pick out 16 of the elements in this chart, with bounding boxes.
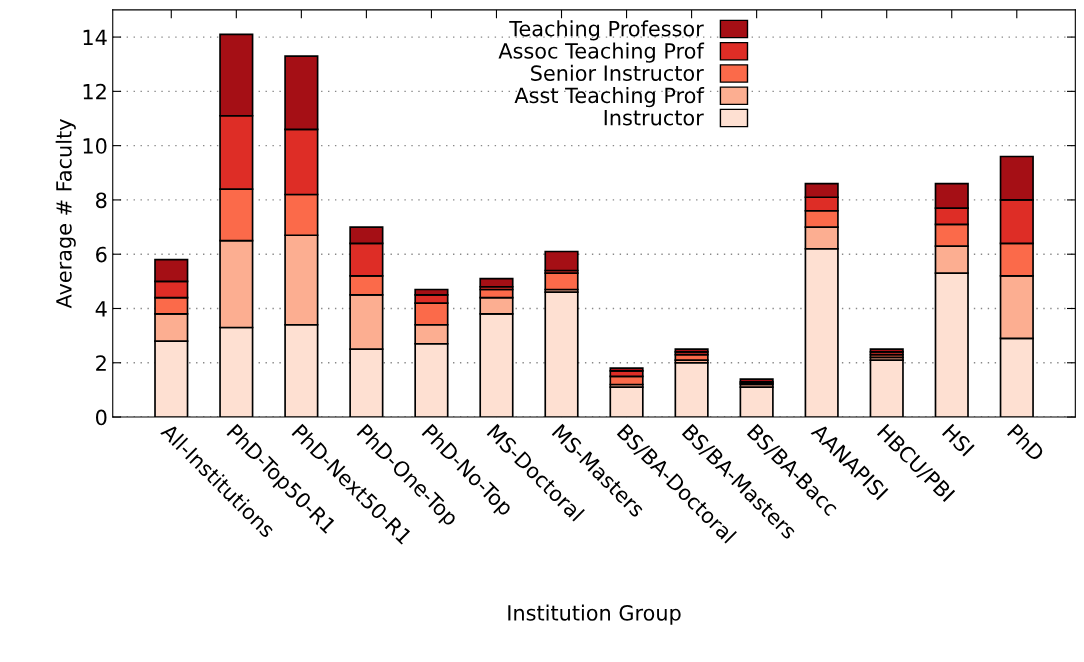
legend-label: Assoc Teaching Prof [498, 42, 705, 63]
legend-label: Senior Instructor [531, 64, 704, 81]
legend-label: Teaching Professor [509, 20, 704, 41]
y-tick-label: 14 [83, 29, 107, 45]
y-tick-label: 4 [95, 301, 107, 317]
x-tick-label: PhD [1007, 423, 1046, 462]
legend-label: Instructor [604, 109, 704, 126]
y-tick-label: 8 [96, 192, 107, 209]
y-tick-label: 0 [95, 409, 107, 426]
legend-label: Asst Teaching Prof [514, 87, 705, 108]
y-axis-title: Average # Faculty [55, 119, 76, 309]
y-tick-label: 6 [96, 246, 107, 263]
x-axis-title: Institution Group [508, 604, 681, 625]
y-tick-label: 10 [83, 138, 107, 154]
y-tick-label: 12 [83, 83, 106, 100]
y-tick-label: 2 [96, 355, 106, 371]
